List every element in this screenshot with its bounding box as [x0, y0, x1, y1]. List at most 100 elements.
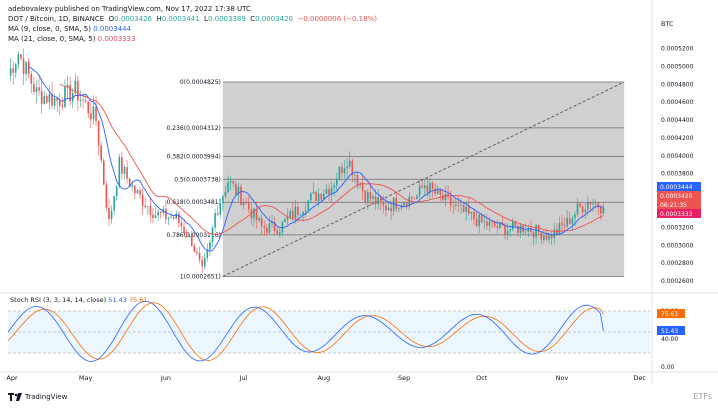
- candle: [563, 216, 566, 233]
- candle-body: [134, 185, 136, 194]
- candle-body: [348, 160, 351, 167]
- candle: [110, 205, 113, 224]
- candle: [245, 197, 247, 204]
- candle: [568, 211, 571, 225]
- candle-body: [136, 190, 139, 194]
- price-tick-label: 0.0003200: [661, 224, 694, 231]
- candle-body: [152, 214, 154, 219]
- candle: [452, 198, 455, 215]
- candle-body: [38, 87, 40, 91]
- candle-body: [268, 223, 271, 233]
- ma9-value: 0.0003444: [93, 25, 132, 33]
- candle: [584, 202, 587, 220]
- candle: [170, 211, 172, 219]
- candle-body: [286, 216, 289, 220]
- candle: [367, 189, 369, 210]
- candle: [325, 184, 328, 195]
- candle: [403, 201, 405, 207]
- candle: [180, 218, 183, 232]
- candle: [159, 211, 162, 219]
- candle-body: [276, 230, 279, 235]
- candle: [227, 175, 229, 194]
- candle: [540, 231, 543, 245]
- candle-body: [568, 218, 571, 225]
- candle: [323, 189, 325, 201]
- candle: [354, 171, 356, 184]
- tradingview-logo[interactable]: TradingView: [8, 393, 67, 401]
- tradingview-icon: [8, 393, 22, 401]
- candle-body: [216, 213, 219, 215]
- candle-body: [532, 232, 535, 238]
- candle: [592, 198, 594, 212]
- candle: [66, 75, 69, 100]
- candle: [190, 230, 193, 247]
- time-axis-label: Sep: [398, 374, 410, 382]
- candle: [157, 209, 159, 221]
- candle: [224, 185, 227, 199]
- candle: [473, 209, 475, 226]
- candle-body: [346, 166, 348, 169]
- candle-body: [473, 212, 475, 220]
- candle-body: [594, 203, 597, 205]
- candle: [421, 180, 423, 189]
- candle-body: [185, 232, 188, 238]
- candle-body: [488, 221, 491, 226]
- candle: [328, 183, 330, 201]
- candle-body: [444, 193, 447, 201]
- candle-body: [499, 222, 501, 228]
- candle: [307, 200, 310, 211]
- candle-body: [434, 188, 436, 194]
- candle-body: [154, 215, 157, 219]
- candle: [530, 220, 532, 234]
- candle-body: [354, 174, 356, 176]
- price-tick-label: 0.0004200: [661, 135, 694, 142]
- candle-body: [379, 197, 382, 203]
- candle-body: [566, 218, 568, 227]
- candle-body: [563, 225, 566, 227]
- candle-body: [359, 184, 361, 186]
- candle-body: [108, 207, 110, 219]
- candle: [550, 230, 553, 245]
- price-tag: [657, 191, 701, 200]
- candle: [462, 204, 465, 213]
- candle-body: [139, 190, 141, 195]
- candle: [338, 166, 341, 181]
- candle-body: [550, 234, 553, 239]
- candle-body: [527, 227, 530, 232]
- candle-body: [310, 193, 312, 201]
- candle: [25, 61, 27, 81]
- candle: [330, 180, 333, 204]
- candle-body: [333, 185, 335, 188]
- candle-body: [442, 194, 444, 201]
- candle: [113, 195, 115, 215]
- candle: [118, 154, 121, 189]
- candle-body: [302, 211, 304, 215]
- candle: [139, 187, 141, 199]
- candle: [581, 203, 584, 219]
- candle-body: [20, 54, 22, 59]
- candle: [281, 220, 284, 237]
- candle-body: [172, 217, 175, 219]
- candle-body: [436, 189, 439, 194]
- candle: [333, 182, 335, 197]
- candle: [558, 216, 561, 236]
- candle-body: [188, 233, 191, 238]
- candle: [493, 220, 496, 228]
- candle: [126, 160, 128, 184]
- ma21-line: MA (21, close, 0, SMA, 5) 0.0003333: [8, 35, 136, 43]
- candle: [154, 207, 157, 219]
- candle-body: [478, 214, 480, 227]
- candle-body: [240, 186, 242, 206]
- candle: [372, 194, 374, 203]
- candle-body: [66, 84, 69, 87]
- candle: [395, 193, 398, 213]
- candle: [455, 198, 457, 210]
- candle-body: [587, 202, 589, 210]
- candle-body: [245, 202, 247, 204]
- candle: [426, 176, 429, 197]
- candle-body: [364, 190, 367, 203]
- candle-body: [48, 94, 51, 103]
- candle-body: [423, 185, 426, 188]
- candle-body: [312, 191, 315, 194]
